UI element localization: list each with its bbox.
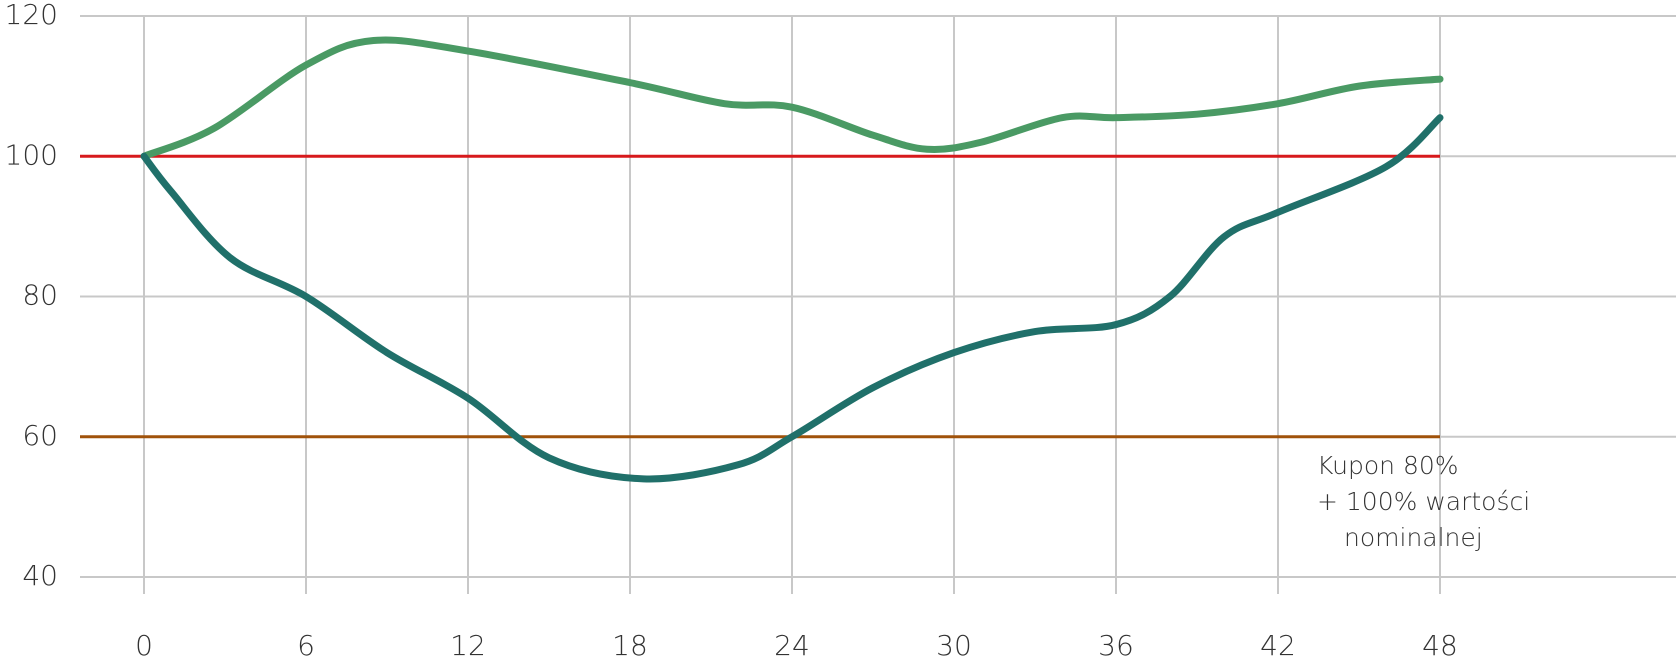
x-tick-label: 30: [936, 629, 972, 659]
annotation: nominalnej: [1344, 523, 1483, 552]
x-tick-label: 0: [135, 629, 153, 659]
y-tick-label: 120: [5, 0, 58, 31]
annotation: + 100% wartości: [1317, 487, 1530, 516]
x-tick-label: 48: [1422, 629, 1458, 659]
y-tick-label: 80: [22, 279, 58, 312]
x-tick-label: 18: [612, 629, 648, 659]
y-tick-label: 60: [22, 419, 58, 452]
y-tick-label: 40: [22, 559, 58, 592]
x-tick-label: 42: [1260, 629, 1296, 659]
x-tick-label: 24: [774, 629, 810, 659]
line: [140, 36, 1444, 160]
annotation: Kupon 80%: [1317, 451, 1459, 480]
y-tick-label: 100: [5, 138, 58, 171]
line: [140, 114, 1444, 483]
x-tick-label: 6: [297, 629, 315, 659]
x-tick-label: 12: [450, 629, 486, 659]
x-tick-label: 36: [1098, 629, 1134, 659]
